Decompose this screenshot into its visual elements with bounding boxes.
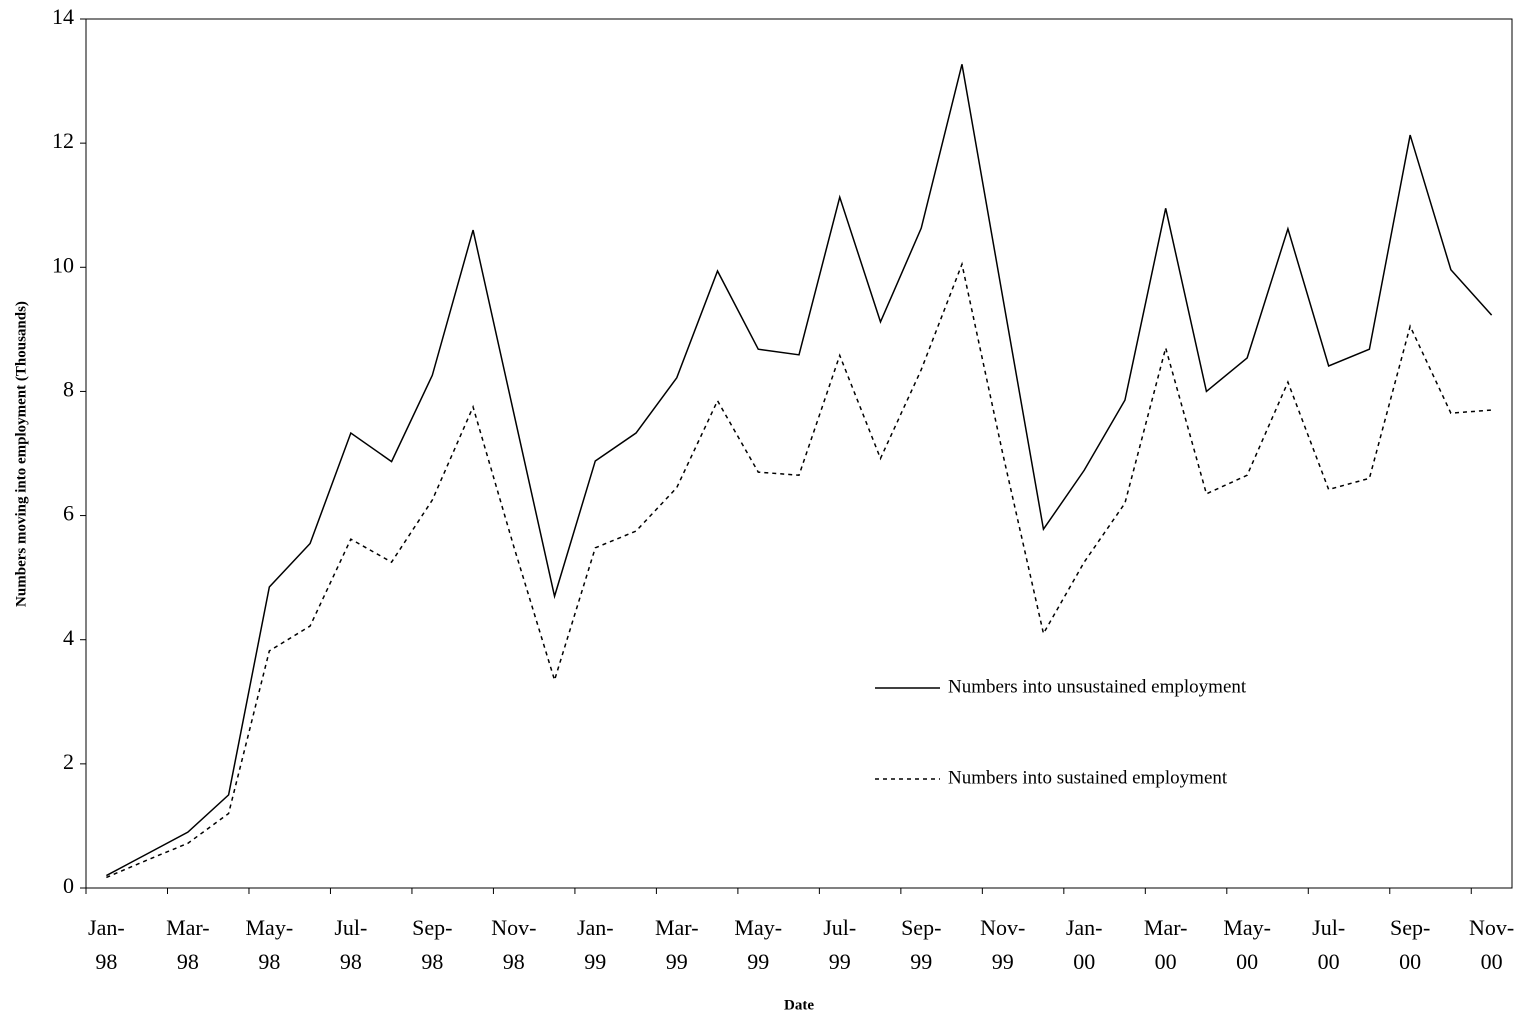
legend-label: Numbers into sustained employment [948, 767, 1228, 788]
x-tick-label-line: 98 [258, 949, 280, 974]
x-tick-label-line: Nov- [980, 915, 1025, 940]
x-tick-label-line: 00 [1236, 949, 1258, 974]
x-tick-label: Sep- 98 [412, 915, 452, 974]
x-tick-label-line: Jul- [823, 915, 856, 940]
x-tick-label-line: Jul- [1312, 915, 1345, 940]
x-tick-label: Jan- 99 [577, 915, 614, 974]
x-tick-label-line: 99 [992, 949, 1014, 974]
x-tick-label-line: Mar- [655, 915, 699, 940]
x-tick-label: May- 00 [1223, 915, 1271, 974]
x-tick-label-line: 00 [1481, 949, 1503, 974]
x-tick-label-line: 99 [829, 949, 851, 974]
x-tick-label-line: 99 [910, 949, 932, 974]
y-tick-label: 14 [52, 4, 74, 29]
plot-frame [85, 18, 1513, 889]
x-tick-label-line: 00 [1155, 949, 1177, 974]
y-axis-title: Numbers moving into employment (Thousand… [13, 301, 29, 607]
x-tick-label-line: Mar- [166, 915, 210, 940]
x-tick-label: Jan- 00 [1066, 915, 1103, 974]
x-tick-label-line: Jul- [334, 915, 367, 940]
series-line [106, 261, 1492, 879]
x-tick-label-line: May- [1223, 915, 1271, 940]
y-tick-label: 8 [63, 376, 74, 401]
x-axis-title: Date [784, 997, 814, 1013]
x-tick-label-line: 98 [95, 949, 117, 974]
y-tick-label: 6 [63, 501, 74, 526]
x-tick-label-line: 98 [177, 949, 199, 974]
x-tick-label-line: Mar- [1144, 915, 1188, 940]
x-tick-label-line: Sep- [412, 915, 452, 940]
x-tick-label: Mar- 00 [1144, 915, 1188, 974]
y-tick-label: 12 [52, 128, 74, 153]
x-tick-label-line: 00 [1399, 949, 1421, 974]
series-line [106, 64, 1493, 877]
x-tick-label: Jan- 98 [88, 915, 125, 974]
x-tick-label: Mar- 98 [166, 915, 210, 974]
x-tick-label-line: Nov- [491, 915, 536, 940]
x-tick-label-line: Nov- [1469, 915, 1514, 940]
x-tick-label: Nov- 99 [980, 915, 1025, 974]
x-tick-label: Mar- 99 [655, 915, 699, 974]
x-tick-label: Jul- 98 [334, 915, 367, 974]
x-tick-label-line: Sep- [1390, 915, 1430, 940]
x-tick-label-line: 98 [340, 949, 362, 974]
legend-label: Numbers into unsustained employment [948, 676, 1247, 697]
y-tick-label: 0 [63, 873, 74, 898]
x-tick-label-line: Jan- [1066, 915, 1103, 940]
x-tick-label-line: May- [734, 915, 782, 940]
x-tick-label: Nov- 00 [1469, 915, 1514, 974]
x-tick-label: May- 99 [734, 915, 782, 974]
x-tick-label-line: 99 [666, 949, 688, 974]
x-tick-label: Sep- 99 [901, 915, 941, 974]
x-tick-label-line: 98 [503, 949, 525, 974]
x-tick-label-line: 99 [584, 949, 606, 974]
x-tick-label: Sep- 00 [1390, 915, 1430, 974]
x-tick-label: Jul- 99 [823, 915, 856, 974]
x-tick-label: Nov- 98 [491, 915, 536, 974]
x-tick-label-line: Jan- [88, 915, 125, 940]
y-tick-label: 2 [63, 749, 74, 774]
x-tick-label-line: 00 [1318, 949, 1340, 974]
x-tick-label-line: May- [246, 915, 294, 940]
x-tick-label-line: 00 [1073, 949, 1095, 974]
x-tick-label: Jul- 00 [1312, 915, 1345, 974]
x-tick-label-line: 98 [421, 949, 443, 974]
y-tick-label: 4 [63, 625, 74, 650]
x-tick-label-line: 99 [747, 949, 769, 974]
x-tick-label-line: Sep- [901, 915, 941, 940]
x-tick-label: May- 98 [246, 915, 294, 974]
x-tick-label-line: Jan- [577, 915, 614, 940]
y-tick-label: 10 [52, 252, 74, 277]
